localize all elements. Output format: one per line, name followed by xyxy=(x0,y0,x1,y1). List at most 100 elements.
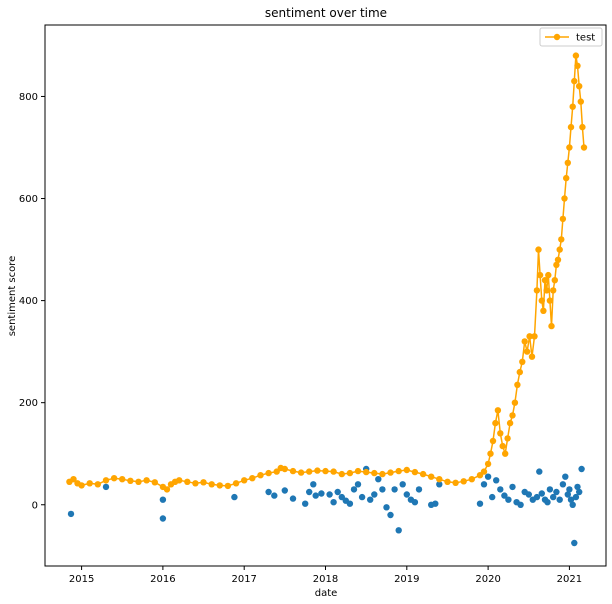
series-test-marker xyxy=(572,52,580,59)
scatter-point xyxy=(306,488,313,496)
series-test-marker xyxy=(273,468,280,475)
series-test-marker xyxy=(184,478,191,485)
series-test-marker xyxy=(289,467,297,475)
series-test-marker xyxy=(541,277,549,284)
scatter-point xyxy=(67,510,75,518)
scatter-point xyxy=(358,493,366,501)
series-test-marker xyxy=(548,322,555,330)
scatter-point xyxy=(411,499,419,506)
series-test-marker xyxy=(526,333,533,340)
series-test-marker xyxy=(551,277,558,284)
scatter-point xyxy=(505,496,512,503)
scatter-point xyxy=(550,493,557,501)
y-tick-label: 400 xyxy=(19,296,38,307)
series-test-marker xyxy=(553,261,560,269)
scatter-point xyxy=(484,473,492,480)
series-test-marker xyxy=(487,450,494,457)
scatter-point xyxy=(476,500,484,507)
legend-marker xyxy=(553,33,561,41)
y-axis: 0 200 400 600 800 xyxy=(19,92,45,511)
scatter-point xyxy=(538,490,545,497)
series-test-marker xyxy=(497,430,504,437)
scatter-point xyxy=(403,491,410,498)
x-tick-label: 2020 xyxy=(475,574,500,585)
series-test-marker xyxy=(70,476,77,483)
series-test-marker xyxy=(151,479,158,486)
series-test-marker xyxy=(489,437,497,445)
scatter-point xyxy=(544,499,551,506)
scatter-point xyxy=(480,481,488,488)
x-axis: 2015 2016 2017 2018 2019 2020 2021 xyxy=(69,566,582,585)
scatter-point xyxy=(318,490,325,497)
scatter-point xyxy=(567,496,575,503)
series-test-marker xyxy=(102,477,110,484)
scatter-point xyxy=(533,493,541,501)
series-test-marker xyxy=(403,466,410,474)
series-test-marker xyxy=(346,469,354,477)
series-test-marker xyxy=(576,83,583,90)
x-axis-title: date xyxy=(315,588,338,599)
scatter-point xyxy=(346,500,354,507)
series-test-marker xyxy=(110,475,118,482)
series-test-marker xyxy=(460,478,467,485)
series-test-marker xyxy=(540,307,547,314)
series-test-marker xyxy=(494,407,502,414)
scatter-series xyxy=(67,465,585,547)
series-test-marker xyxy=(444,478,451,485)
x-tick-label: 2017 xyxy=(231,574,256,585)
series-test-marker xyxy=(86,480,93,487)
scatter-point xyxy=(559,481,567,488)
scatter-point xyxy=(501,492,508,499)
series-test-marker xyxy=(564,159,571,166)
scatter-point xyxy=(399,481,406,488)
series-test-marker xyxy=(176,477,183,484)
series-test-marker xyxy=(200,479,207,486)
x-tick-label: 2015 xyxy=(69,574,94,585)
series-test-marker xyxy=(265,469,272,477)
series-test-marker xyxy=(419,470,427,478)
y-tick-label: 200 xyxy=(19,398,38,409)
scatter-point xyxy=(517,501,524,508)
series-test-marker xyxy=(567,123,575,131)
series-test-marker xyxy=(306,468,313,475)
series-test-marker xyxy=(514,381,521,388)
series-test-marker xyxy=(545,271,552,279)
series-test-marker xyxy=(580,144,588,151)
scatter-point xyxy=(489,493,496,501)
series-test-marker xyxy=(143,477,150,484)
series-test-marker xyxy=(208,481,215,488)
series-test-marker xyxy=(531,333,538,340)
scatter-point xyxy=(572,493,580,501)
scatter-point xyxy=(562,473,569,480)
legend: test xyxy=(539,27,603,47)
scatter-point xyxy=(302,500,309,507)
scatter-point xyxy=(569,501,576,508)
scatter-point xyxy=(159,515,167,522)
scatter-point xyxy=(564,491,571,498)
scatter-point xyxy=(350,486,358,493)
series-test-marker xyxy=(499,442,506,450)
scatter-point xyxy=(159,496,167,503)
series-test-marker xyxy=(523,348,531,355)
scatter-point xyxy=(334,488,341,496)
scatter-point xyxy=(509,483,516,491)
y-axis-title: sentiment score xyxy=(7,256,18,337)
series-test-marker xyxy=(558,236,565,243)
series-test-marker xyxy=(338,470,345,478)
series-test-marker xyxy=(241,477,248,484)
series-test-marker xyxy=(257,472,264,479)
scatter-point xyxy=(391,486,398,493)
series-test xyxy=(66,52,588,493)
series-test-marker xyxy=(538,297,545,304)
series-test-marker xyxy=(556,246,563,253)
series-test-marker xyxy=(232,480,240,487)
x-tick-label: 2016 xyxy=(150,574,175,585)
series-test-marker xyxy=(363,468,370,476)
scatter-point xyxy=(102,483,110,491)
scatter-point xyxy=(571,539,578,547)
y-tick-label: 0 xyxy=(32,500,38,511)
series-test-marker xyxy=(127,477,134,484)
series-test-marker xyxy=(395,467,402,475)
series-test-marker xyxy=(571,77,578,85)
